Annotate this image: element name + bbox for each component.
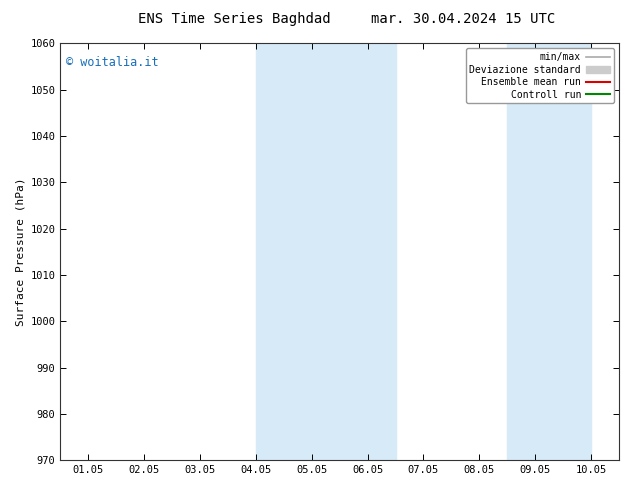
Text: © woitalia.it: © woitalia.it: [66, 56, 158, 69]
Text: mar. 30.04.2024 15 UTC: mar. 30.04.2024 15 UTC: [371, 12, 555, 26]
Bar: [507, 44, 591, 460]
Y-axis label: Surface Pressure (hPa): Surface Pressure (hPa): [15, 177, 25, 326]
Bar: [256, 44, 396, 460]
Legend: min/max, Deviazione standard, Ensemble mean run, Controll run: min/max, Deviazione standard, Ensemble m…: [465, 49, 614, 103]
Text: ENS Time Series Baghdad: ENS Time Series Baghdad: [138, 12, 331, 26]
